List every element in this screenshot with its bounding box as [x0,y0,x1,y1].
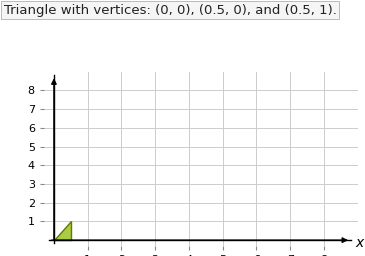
Polygon shape [54,221,71,240]
Text: Triangle with vertices: (0, 0), (0.5, 0), and (0.5, 1).: Triangle with vertices: (0, 0), (0.5, 0)… [4,4,337,17]
Text: x: x [355,236,364,250]
